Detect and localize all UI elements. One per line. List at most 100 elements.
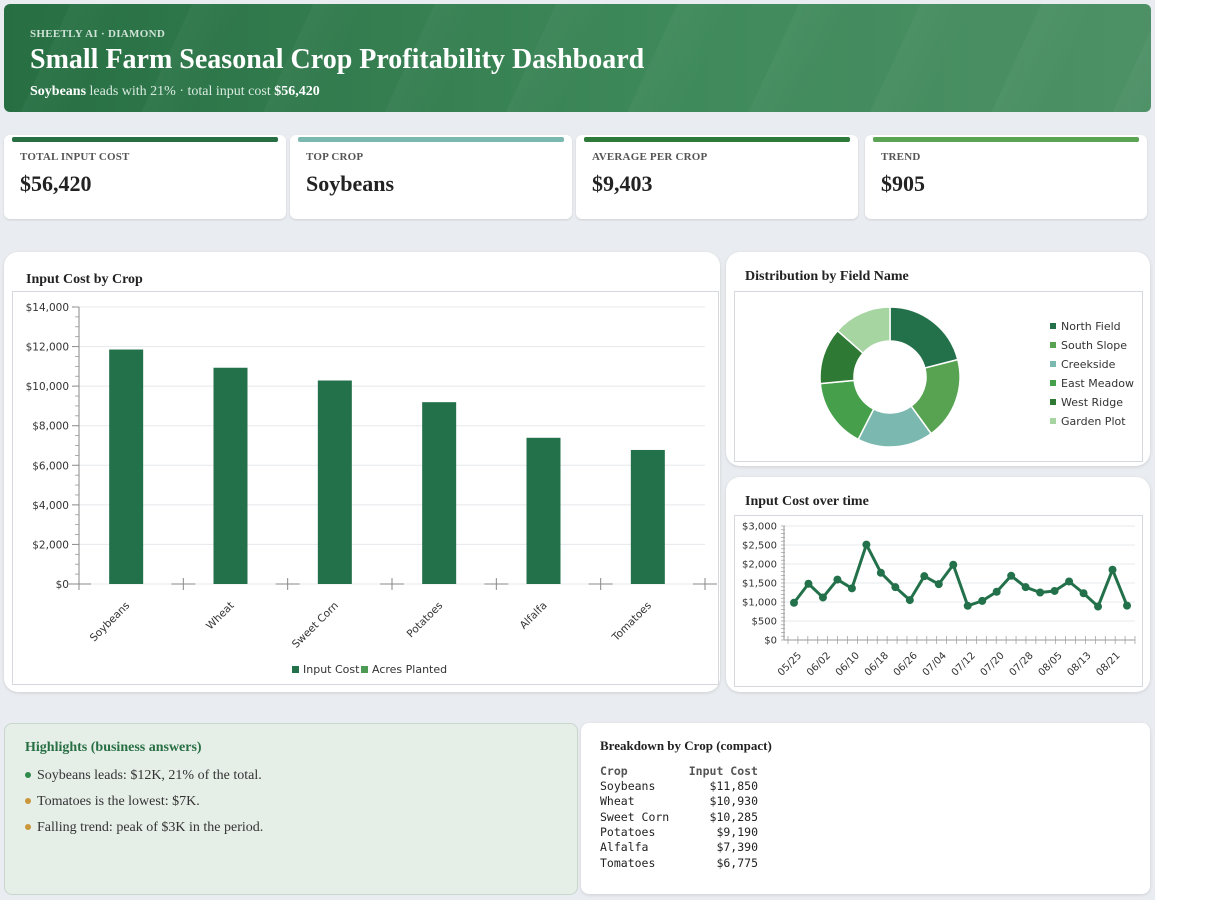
highlight-text: Soybeans leads: $12K, 21% of the total. [37,768,262,783]
table-row: Sweet Corn $10,285 [600,810,758,825]
y-tick-label: $1,000 [742,598,777,609]
data-point-08-25 [1123,601,1131,610]
header-sheen [4,4,1151,112]
table-row: Wheat $10,930 [600,794,758,809]
kpi-label: TOTAL INPUT COST [20,151,130,163]
input-cost-series-line [792,543,1129,609]
data-point-06-22 [891,583,900,592]
y-tick-label: $2,000 [32,539,69,551]
bar-alfalfa [526,437,561,584]
breakdown-title: Breakdown by Crop (compact) [600,738,772,753]
legend-label: Creekside [1061,358,1116,371]
cell-crop: Alfalfa [600,840,649,855]
x-tick-label: 06/02 [805,650,833,678]
y-tick-label: $2,000 [742,560,777,571]
legend-label-acres-planted: Acres Planted [372,663,447,676]
y-tick-label: $2,500 [742,541,777,552]
cell-crop: Wheat [600,794,635,809]
x-tick-label: 07/04 [921,650,949,678]
cell-input-cost: $11,850 [709,779,758,794]
subtitle-text: leads with 21% · total input cost [86,84,275,99]
cell-input-cost: $6,775 [716,855,758,870]
kpi-value: Soybeans [306,171,395,196]
legend-swatch [1050,418,1056,424]
data-point-06-06 [833,575,842,584]
highlight-text: Falling trend: peak of $3K in the period… [37,820,264,835]
bar-tomatoes [630,449,665,584]
data-point-08-21 [1108,565,1117,574]
y-tick-label: $1,500 [742,579,777,590]
cell-input-cost: $9,190 [716,825,758,840]
legend-swatch-input-cost [292,666,299,673]
legend-label: West Ridge [1061,396,1123,409]
bullet-dot-icon [25,797,31,804]
data-point-05-29 [804,579,813,588]
subtitle-top-crop: Soybeans [30,84,87,99]
highlight-item: Falling trend: peak of $3K in the period… [25,818,263,844]
x-tick-label: 08/05 [1037,650,1065,678]
highlight-item: Soybeans leads: $12K, 21% of the total. [25,766,263,792]
y-tick-label: $10,000 [26,381,69,393]
page-subtitle: Soybeans leads with 21% · total input co… [30,84,320,100]
kpi-label: TREND [881,151,921,163]
cell-input-cost: $10,930 [709,794,758,809]
highlight-text: Tomatoes is the lowest: $7K. [37,794,200,809]
line-chart-frame: $0 $500 $1,000 $1,500 $2,000 $2,500 $3,000 05/2… [734,515,1143,687]
dashboard-canvas: SHEETLY AI · DIAMOND Small Farm Seasonal… [0,0,1155,900]
data-point-06-10 [847,584,856,593]
legend-swatch [1050,361,1056,367]
cell-input-cost: $7,390 [716,840,758,855]
legend-swatch [1050,399,1056,405]
y-tick-label: $500 [752,617,777,628]
column-header-input-cost: Input Cost [688,763,758,778]
kpi-label: AVERAGE PER CROP [592,151,708,163]
bar-potatoes [422,402,457,584]
line-chart-title: Input Cost over time [745,494,869,509]
kpi-card-total-input-cost: TOTAL INPUT COST $56,420 [4,135,286,219]
legend-swatch-acres-planted [361,666,368,673]
cell-input-cost: $10,285 [709,809,758,824]
x-tick-label: 07/20 [979,650,1007,678]
bar-chart-card: Input Cost by Crop $0 $2,000 $4,000 $6,000 $… [4,252,720,692]
cell-crop: Soybeans [600,779,656,794]
highlights-list: Soybeans leads: $12K, 21% of the total. … [25,766,263,844]
cell-crop: Tomatoes [600,855,656,870]
legend-label: Garden Plot [1061,415,1126,428]
legend-swatch [1050,323,1056,329]
data-point-06-18 [876,568,885,577]
data-point-08-05 [1050,586,1059,595]
dashboard-header: SHEETLY AI · DIAMOND Small Farm Seasonal… [4,4,1151,112]
data-point-08-17 [1094,602,1103,611]
donut-chart-svg: North Field South Slope Creekside East Mead… [819,306,1134,448]
y-tick-label: $4,000 [32,500,69,512]
table-row: Soybeans $11,850 [600,779,758,794]
donut-slice-garden-plot [836,306,891,355]
x-tick-label: Alfalfa [518,600,550,632]
kpi-card-top-crop: TOP CROP Soybeans [290,135,572,219]
legend-swatch [1050,342,1056,348]
y-tick-label: $12,000 [26,342,69,354]
line-chart-svg: $0 $500 $1,000 $1,500 $2,000 $2,500 $3,000 05/2… [742,522,1136,679]
x-tick-label: 07/12 [950,650,978,678]
y-tick-label: $0 [56,579,69,591]
x-tick-label: 06/18 [863,650,891,678]
data-point-07-24 [1007,571,1016,580]
line-chart-card: Input Cost over time $0 $500 $1,000 $1,500 $… [726,477,1150,692]
donut-chart-title: Distribution by Field Name [745,269,909,284]
data-point-07-16 [978,596,987,605]
kpi-value: $905 [881,171,925,196]
legend-label: South Slope [1061,339,1127,352]
bar-sweet-corn [317,380,352,584]
data-point-06-02 [818,593,827,602]
x-tick-label: 07/28 [1008,650,1036,678]
breakdown-table: Crop Input Cost Soybeans $11,850 Wheat $10… [600,762,758,871]
x-tick-label: 08/21 [1094,650,1122,678]
legend-swatch [1050,380,1056,386]
data-point-07-12 [963,601,972,610]
data-point-06-30 [920,572,929,581]
y-tick-label: $3,000 [742,522,777,533]
x-tick-label: 08/13 [1066,650,1094,678]
x-tick-label: 05/25 [776,650,804,678]
x-tick-label: Sweet Corn [290,600,341,651]
data-point-08-01 [1036,588,1045,597]
